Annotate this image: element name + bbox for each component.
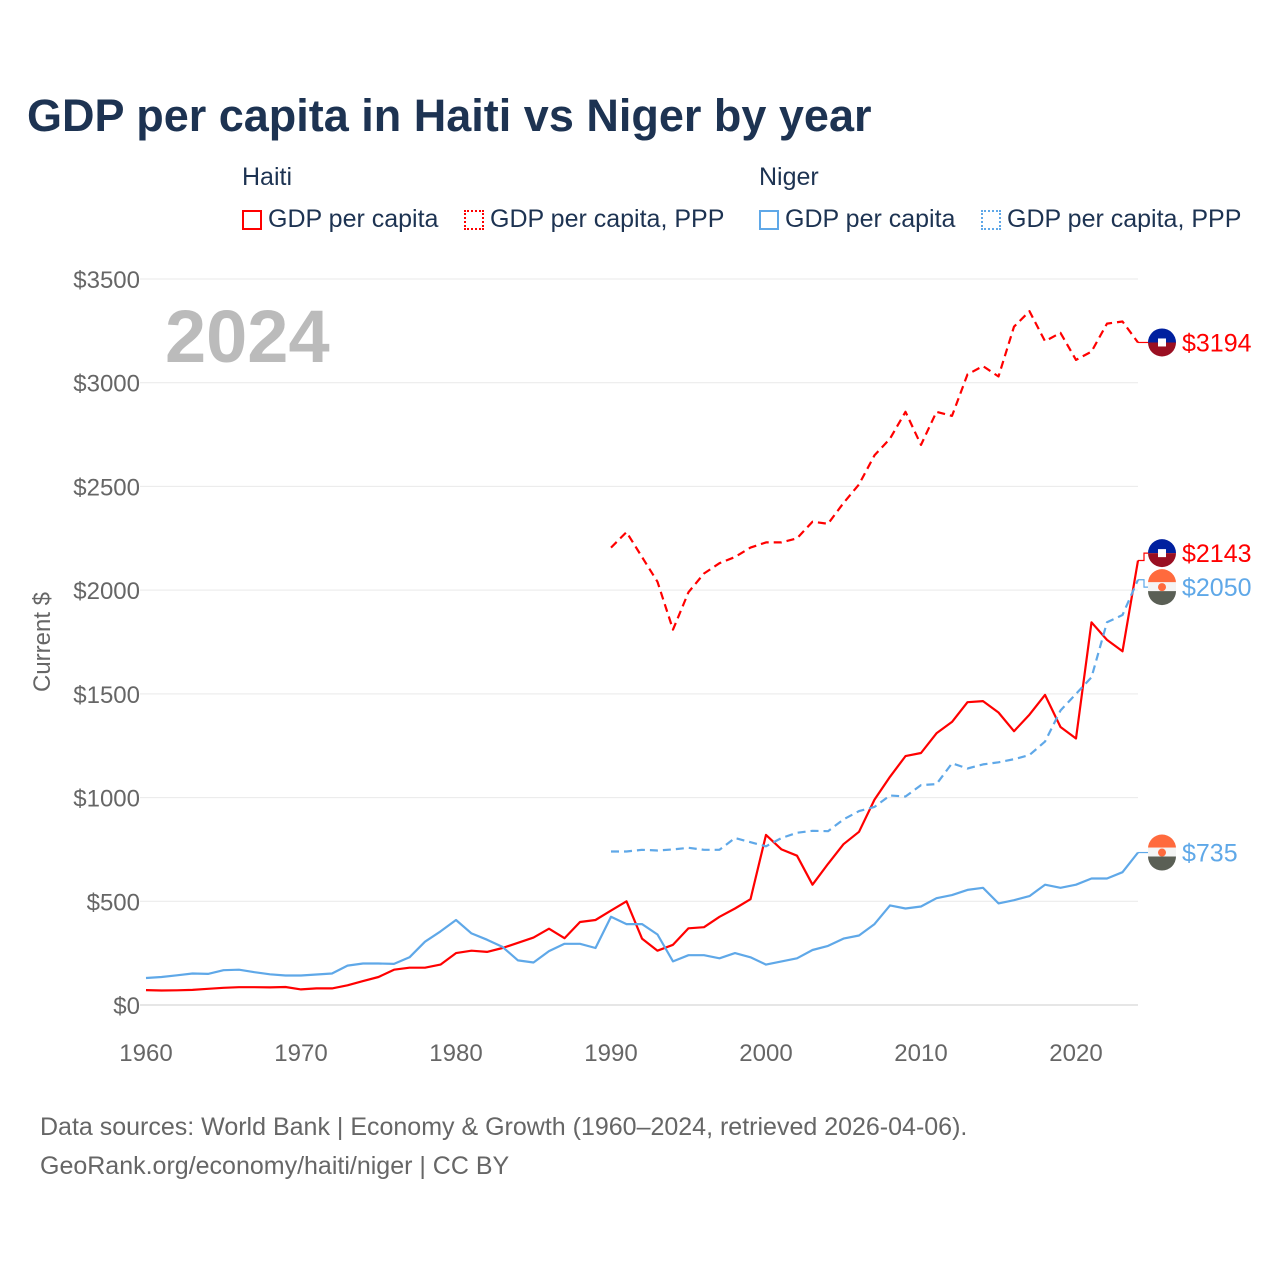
end-value-label: $2143: [1182, 540, 1252, 568]
year-watermark: 2024: [165, 295, 330, 378]
x-tick-label: 2020: [1049, 1040, 1102, 1067]
y-tick-label: $2000: [73, 578, 140, 605]
legend-swatch-dotted: [981, 210, 1001, 230]
y-tick-label: $1000: [73, 786, 140, 813]
y-tick-label: $500: [87, 889, 140, 916]
legend-label: GDP per capita: [268, 205, 439, 233]
x-tick-label: 2010: [894, 1040, 947, 1067]
legend-swatch-dotted: [464, 210, 484, 230]
legend-swatch-solid: [759, 210, 779, 230]
series-line-0[interactable]: [145, 560, 1140, 992]
y-tick-label: $1500: [73, 682, 140, 709]
legend-group-haiti: Haiti: [242, 163, 293, 191]
y-axis-label: Current $: [29, 592, 56, 692]
niger-flag-icon: [1148, 569, 1176, 606]
series-line-2[interactable]: [145, 851, 1139, 980]
series-line-3[interactable]: [611, 579, 1140, 853]
x-tick-label: 1980: [429, 1040, 482, 1067]
haiti-flag-icon: [1148, 539, 1176, 568]
end-leader-line: [1138, 552, 1148, 562]
legend-niger-ppp[interactable]: GDP per capita, PPP: [981, 205, 1241, 234]
legend-haiti-ppp[interactable]: GDP per capita, PPP: [464, 205, 724, 234]
haiti-flag-icon: [1148, 328, 1176, 357]
niger-flag-icon: [1148, 834, 1176, 871]
legend-group-niger: Niger: [759, 163, 819, 191]
legend-swatch-solid: [242, 210, 262, 230]
source-line: Data sources: World Bank | Economy & Gro…: [40, 1113, 968, 1141]
x-tick-label: 1960: [119, 1040, 172, 1067]
legend-haiti-gdp[interactable]: GDP per capita: [242, 205, 438, 234]
series-line-1[interactable]: [610, 310, 1139, 631]
end-leader-line: [1138, 579, 1148, 588]
x-tick-label: 1990: [584, 1040, 637, 1067]
legend-label: GDP per capita, PPP: [1007, 205, 1242, 233]
y-tick-label: $3500: [73, 267, 140, 294]
end-value-label: $735: [1182, 840, 1238, 868]
end-value-label: $3194: [1182, 329, 1252, 357]
legend-label: GDP per capita: [785, 205, 956, 233]
legend-niger-gdp[interactable]: GDP per capita: [759, 205, 955, 234]
y-tick-label: $3000: [73, 371, 140, 398]
end-value-label: $2050: [1182, 574, 1252, 602]
legend-label: GDP per capita, PPP: [490, 205, 725, 233]
y-tick-label: $0: [113, 993, 140, 1020]
source-note: Data sources: World Bank | Economy & Gro…: [40, 1108, 967, 1186]
y-tick-label: $2500: [73, 474, 140, 501]
x-tick-label: 1970: [274, 1040, 327, 1067]
x-tick-label: 2000: [739, 1040, 792, 1067]
chart-title: GDP per capita in Haiti vs Niger by year: [27, 90, 872, 141]
source-link[interactable]: GeoRank.org/economy/haiti/niger | CC BY: [40, 1152, 510, 1180]
